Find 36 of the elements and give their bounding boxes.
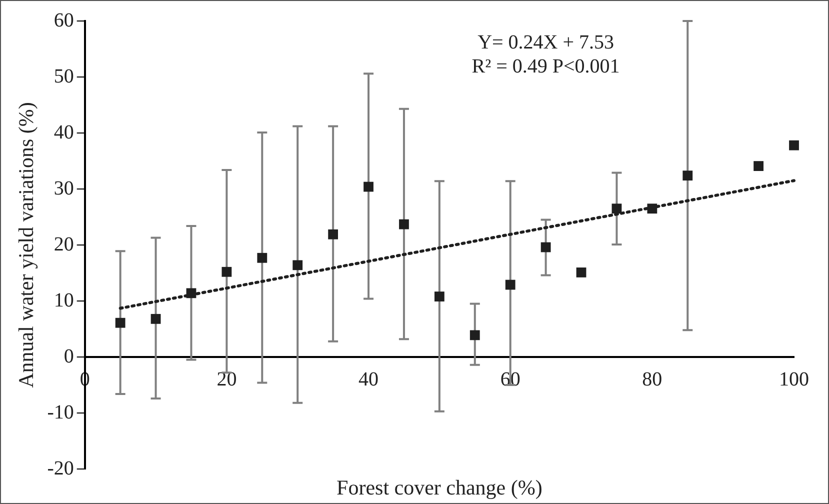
- point: [222, 266, 232, 277]
- point: [470, 330, 480, 340]
- point: [115, 318, 126, 328]
- point: [540, 242, 551, 252]
- point: [612, 204, 622, 214]
- y-tick-label: 40: [54, 121, 74, 144]
- y-axis-title: Annual water yield variations (%): [14, 102, 38, 388]
- point: [576, 267, 586, 278]
- point: [257, 252, 268, 263]
- y-tick-label: 60: [54, 9, 74, 32]
- y-tick-label: 50: [54, 65, 74, 88]
- x-tick-label: 20: [216, 368, 237, 390]
- point: [328, 229, 338, 240]
- x-tick-label: 40: [358, 368, 379, 390]
- point: [186, 288, 196, 298]
- y-tick-label: 30: [54, 177, 74, 200]
- y-tick-label: -20: [47, 457, 74, 480]
- point: [364, 182, 374, 192]
- y-tick-label: 20: [54, 233, 74, 256]
- point: [754, 161, 764, 171]
- annotation: Y= 0.24X + 7.53: [478, 31, 614, 54]
- point: [789, 140, 799, 150]
- y-tick-label: -10: [47, 401, 74, 424]
- point: [647, 204, 658, 214]
- x-tick-label: 80: [642, 368, 662, 390]
- annotation: R² = 0.49 P<0.001: [472, 55, 620, 78]
- point: [150, 314, 161, 324]
- point: [434, 292, 444, 302]
- y-tick-label: 10: [54, 289, 74, 312]
- point: [399, 219, 409, 230]
- x-tick-label: 100: [779, 368, 809, 390]
- x-axis-title: Forest cover change (%): [336, 476, 542, 500]
- point: [505, 280, 516, 290]
- y-tick-label: 0: [64, 345, 74, 368]
- point: [682, 170, 693, 181]
- point: [292, 260, 303, 270]
